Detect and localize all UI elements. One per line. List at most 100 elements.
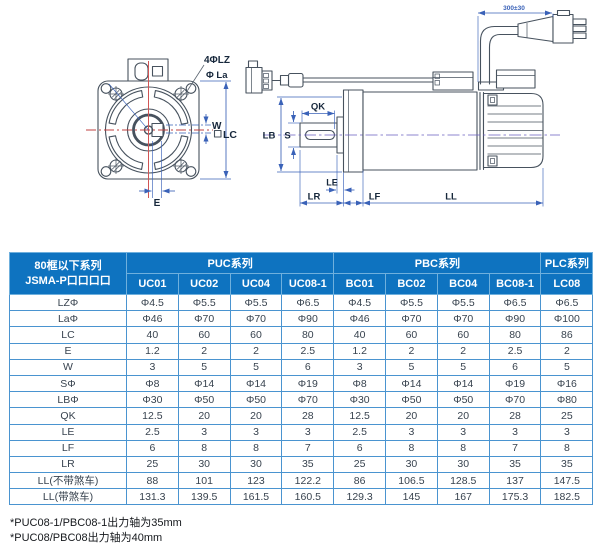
- series-model: JSMA-P口口口口: [25, 274, 111, 287]
- column-header: UC04: [229, 273, 283, 295]
- spec-cell: 80: [488, 326, 542, 344]
- spec-cell: 30: [229, 455, 283, 474]
- row-label: LZΦ: [9, 293, 127, 312]
- terminal-block: [432, 71, 474, 91]
- spec-cell: 101: [177, 472, 231, 490]
- spec-cell: 60: [229, 326, 283, 344]
- spec-cell: 35: [540, 455, 594, 474]
- spec-cell: Φ14: [229, 374, 283, 393]
- spec-cell: 30: [436, 455, 490, 474]
- table-row: LBΦ Φ30 Φ50 Φ50 Φ70 Φ30 Φ50 Φ50 Φ70 Φ80: [9, 391, 594, 409]
- spec-cell: 8: [436, 439, 490, 457]
- side-view: 300±30 QK S LB: [245, 5, 587, 207]
- spec-cell: 123: [229, 472, 283, 490]
- spec-cell: Φ19: [488, 374, 542, 393]
- spec-cell: 3: [436, 423, 490, 441]
- footnotes: *PUC08-1/PBC08-1出力轴为35mm *PUC08/PBC08出力轴…: [10, 516, 182, 545]
- spec-cell: Φ14: [436, 374, 490, 393]
- spec-cell: Φ100: [540, 310, 594, 328]
- spec-cell: 129.3: [333, 488, 387, 506]
- table-row: LL(带煞车) 131.3 139.5 161.5 160.5 129.3 145 167 17…: [9, 488, 594, 506]
- spec-cell: 30: [177, 455, 231, 474]
- spec-cell: 2.5: [126, 423, 179, 441]
- encoder-connector: [245, 66, 263, 94]
- spec-cell: 28: [281, 407, 335, 425]
- column-header: LC08: [540, 273, 594, 295]
- spec-cell: 147.5: [540, 472, 594, 490]
- spec-cell: 7: [281, 439, 335, 457]
- series-title: 80框以下系列: [34, 260, 102, 273]
- spec-cell: Φ70: [488, 391, 542, 409]
- spec-cell: 60: [436, 326, 490, 344]
- spec-cell: Φ30: [126, 391, 179, 409]
- side-flange: [342, 89, 364, 173]
- spec-cell: 128.5: [436, 472, 490, 490]
- spec-cell: Φ6.5: [281, 293, 335, 312]
- spec-cell: 1.2: [126, 342, 179, 360]
- spec-cell: Φ70: [177, 310, 231, 328]
- spec-cell: Φ90: [281, 310, 335, 328]
- label-LF: LF: [369, 192, 381, 203]
- row-label: W: [9, 358, 127, 376]
- spec-table: 80框以下系列 JSMA-P口口口口 PUC系列 PBC系列 PLC系列 UC0…: [9, 252, 594, 506]
- spec-cell: 40: [126, 326, 179, 344]
- spec-cell: 86: [540, 326, 594, 344]
- spec-cell: 161.5: [229, 488, 283, 506]
- spec-cell: 3: [281, 423, 335, 441]
- spec-cell: 6: [488, 358, 542, 376]
- label-E: E: [154, 198, 161, 209]
- spec-cell: Φ80: [540, 391, 594, 409]
- table-row: QK 12.5 20 20 28 12.5 20 20 28 25: [9, 407, 594, 425]
- spec-cell: 86: [333, 472, 387, 490]
- spec-cell: 88: [126, 472, 179, 490]
- spec-cell: Φ30: [333, 391, 387, 409]
- spec-cell: 139.5: [177, 488, 231, 506]
- row-label: LL(不带煞车): [9, 472, 127, 490]
- power-cable: [479, 25, 519, 85]
- spec-cell: 5: [177, 358, 231, 376]
- table-row: SΦ Φ8 Φ14 Φ14 Φ19 Φ8 Φ14 Φ14 Φ19 Φ16: [9, 374, 594, 393]
- spec-cell: 2: [385, 342, 438, 360]
- spec-cell: Φ6.5: [540, 293, 594, 312]
- spec-cell: 145: [385, 488, 438, 506]
- spec-cell: 6: [281, 358, 335, 376]
- spec-cell: Φ46: [126, 310, 179, 328]
- spec-cell: 20: [177, 407, 231, 425]
- power-connector-boot: [517, 15, 554, 43]
- label-S: S: [284, 131, 290, 142]
- spec-cell: Φ5.5: [229, 293, 283, 312]
- spec-cell: 3: [126, 358, 179, 376]
- motor-body: [362, 91, 478, 171]
- spec-cell: 8: [385, 439, 438, 457]
- table-row: LL(不带煞车) 88 101 123 122.2 86 106.5 128.5 137 147.…: [9, 472, 594, 490]
- spec-cell: 40: [333, 326, 387, 344]
- spec-cell: 2.5: [333, 423, 387, 441]
- square-symbol-icon: [213, 129, 222, 138]
- row-label: LF: [9, 439, 127, 457]
- spec-cell: 60: [177, 326, 231, 344]
- spec-cell: 35: [488, 455, 542, 474]
- spec-cell: Φ70: [385, 310, 438, 328]
- label-LE: LE: [326, 178, 338, 188]
- spec-cell: 25: [126, 455, 179, 474]
- row-label: LBΦ: [9, 391, 127, 409]
- spec-cell: Φ5.5: [436, 293, 490, 312]
- footnote-line: *PUC08/PBC08出力轴为40mm: [10, 531, 163, 544]
- table-row: LR 25 30 30 35 25 30 30 35 35: [9, 455, 594, 474]
- spec-cell: 5: [436, 358, 490, 376]
- table-body: LZΦ Φ4.5 Φ5.5 Φ5.5 Φ6.5 Φ4.5 Φ5.5 Φ5.5 Φ6.5 Φ6.5 L…: [9, 293, 594, 506]
- spec-cell: Φ5.5: [385, 293, 438, 312]
- spec-cell: Φ14: [385, 374, 438, 393]
- spec-cell: Φ14: [177, 374, 231, 393]
- spec-cell: 2: [436, 342, 490, 360]
- spec-cell: 2.5: [488, 342, 542, 360]
- spec-cell: 8: [540, 439, 594, 457]
- row-label: LaΦ: [9, 310, 127, 328]
- spec-cell: Φ50: [229, 391, 283, 409]
- row-label: QK: [9, 407, 127, 425]
- spec-cell: 28: [488, 407, 542, 425]
- column-header: BC02: [385, 273, 438, 295]
- label-4xLZ: 4ΦLZ: [204, 55, 230, 66]
- spec-cell: Φ50: [436, 391, 490, 409]
